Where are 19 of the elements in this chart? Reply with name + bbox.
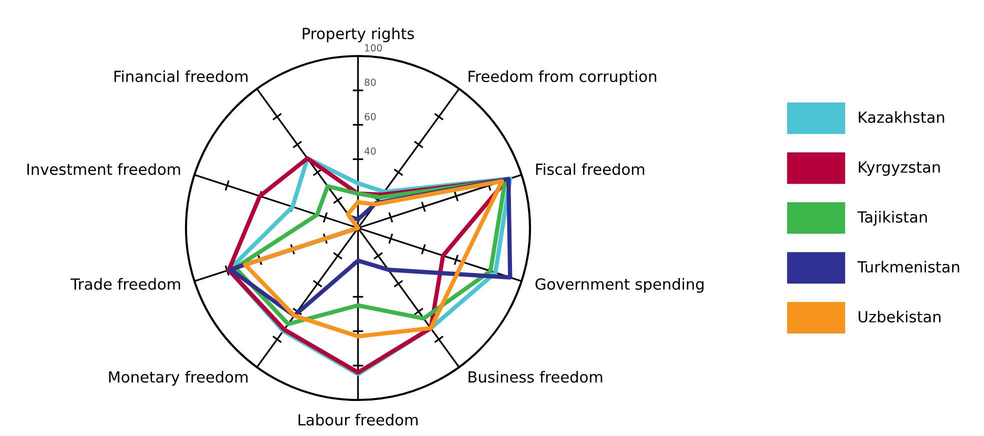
spoke-label: Freedom from corruption xyxy=(468,70,656,86)
spoke-label: Property rights xyxy=(302,27,414,42)
y-tick-label: 80 xyxy=(364,78,376,86)
spoke-label: Business freedom xyxy=(468,370,602,383)
spoke-label: Labour freedom xyxy=(298,414,418,426)
y-tick-label: 60 xyxy=(364,112,376,120)
legend-label: Kyrgyzstan xyxy=(858,162,940,176)
spoke-label: Trade freedom xyxy=(70,278,180,290)
spoke-label: Government spending xyxy=(536,278,704,293)
y-tick-label: 100 xyxy=(365,44,382,52)
spoke-label: Financial freedom xyxy=(114,70,248,82)
legend-label: Uzbekistan xyxy=(858,310,940,323)
legend-label: Turkmenistan xyxy=(857,260,960,273)
legend-label: Kazakhstan xyxy=(858,111,944,123)
y-tick-label: 40 xyxy=(364,147,376,155)
spoke-label: Fiscal freedom xyxy=(536,163,644,176)
spoke-label: Investment freedom xyxy=(27,163,180,176)
spoke-label: Monetary freedom xyxy=(109,370,248,386)
legend-label: Tajikistan xyxy=(857,210,927,226)
